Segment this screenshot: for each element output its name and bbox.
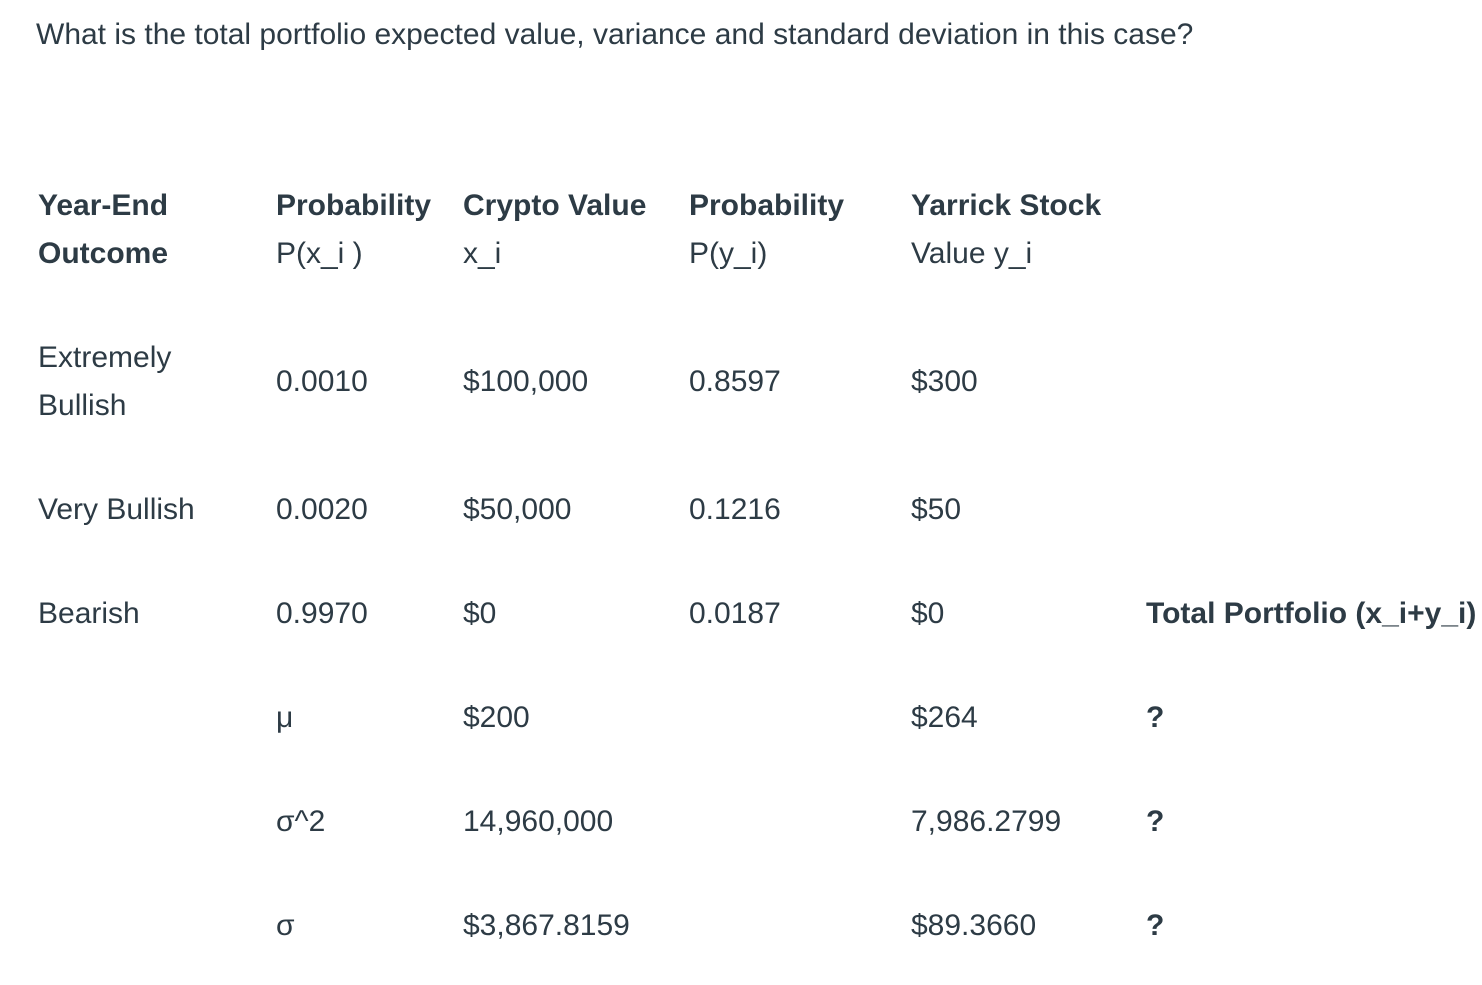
- total-stddev: ?: [1146, 909, 1165, 942]
- yarrick-value: $0: [911, 597, 945, 630]
- header-crypto-line2: x_i: [463, 237, 502, 270]
- question-text: What is the total portfolio expected val…: [36, 18, 1194, 51]
- outcome-label: Very Bullish: [38, 493, 195, 526]
- yarrick-stddev: $89.3660: [911, 909, 1037, 942]
- header-yarrick-line1: Yarrick Stock: [911, 189, 1102, 222]
- header-prob-y-line2: P(y_i): [689, 237, 768, 270]
- crypto-value: $100,000: [463, 365, 589, 398]
- outcome-label: Bearish: [38, 597, 140, 630]
- yarrick-value: $300: [911, 365, 978, 398]
- variance-symbol: σ^2: [276, 805, 326, 838]
- mean-symbol: μ: [276, 701, 294, 734]
- crypto-variance: 14,960,000: [463, 805, 614, 838]
- header-outcome-line2: Outcome: [38, 237, 169, 270]
- yarrick-mean: $264: [911, 701, 978, 734]
- header-prob-y-line1: Probability: [689, 189, 845, 222]
- crypto-mean: $200: [463, 701, 530, 734]
- header-outcome-line1: Year-End: [38, 189, 169, 222]
- header-prob-x-line2: P(x_i ): [276, 237, 363, 270]
- prob-y-value: 0.0187: [689, 597, 781, 630]
- yarrick-value: $50: [911, 493, 962, 526]
- prob-y-value: 0.8597: [689, 365, 781, 398]
- total-portfolio-header: Total Portfolio (x_i+y_i): [1146, 597, 1477, 630]
- prob-x-value: 0.0010: [276, 365, 368, 398]
- yarrick-variance: 7,986.2799: [911, 805, 1062, 838]
- header-yarrick-line2: Value y_i: [911, 237, 1033, 270]
- prob-x-value: 0.9970: [276, 597, 368, 630]
- prob-x-value: 0.0020: [276, 493, 368, 526]
- total-variance: ?: [1146, 805, 1165, 838]
- header-prob-x-line1: Probability: [276, 189, 432, 222]
- crypto-stddev: $3,867.8159: [463, 909, 630, 942]
- prob-y-value: 0.1216: [689, 493, 781, 526]
- header-crypto-line1: Crypto Value: [463, 189, 647, 222]
- outcome-label-line2: Bullish: [38, 389, 127, 422]
- crypto-value: $50,000: [463, 493, 572, 526]
- total-mean: ?: [1146, 701, 1165, 734]
- stddev-symbol: σ: [276, 909, 295, 942]
- outcome-label-line1: Extremely: [38, 341, 172, 374]
- crypto-value: $0: [463, 597, 497, 630]
